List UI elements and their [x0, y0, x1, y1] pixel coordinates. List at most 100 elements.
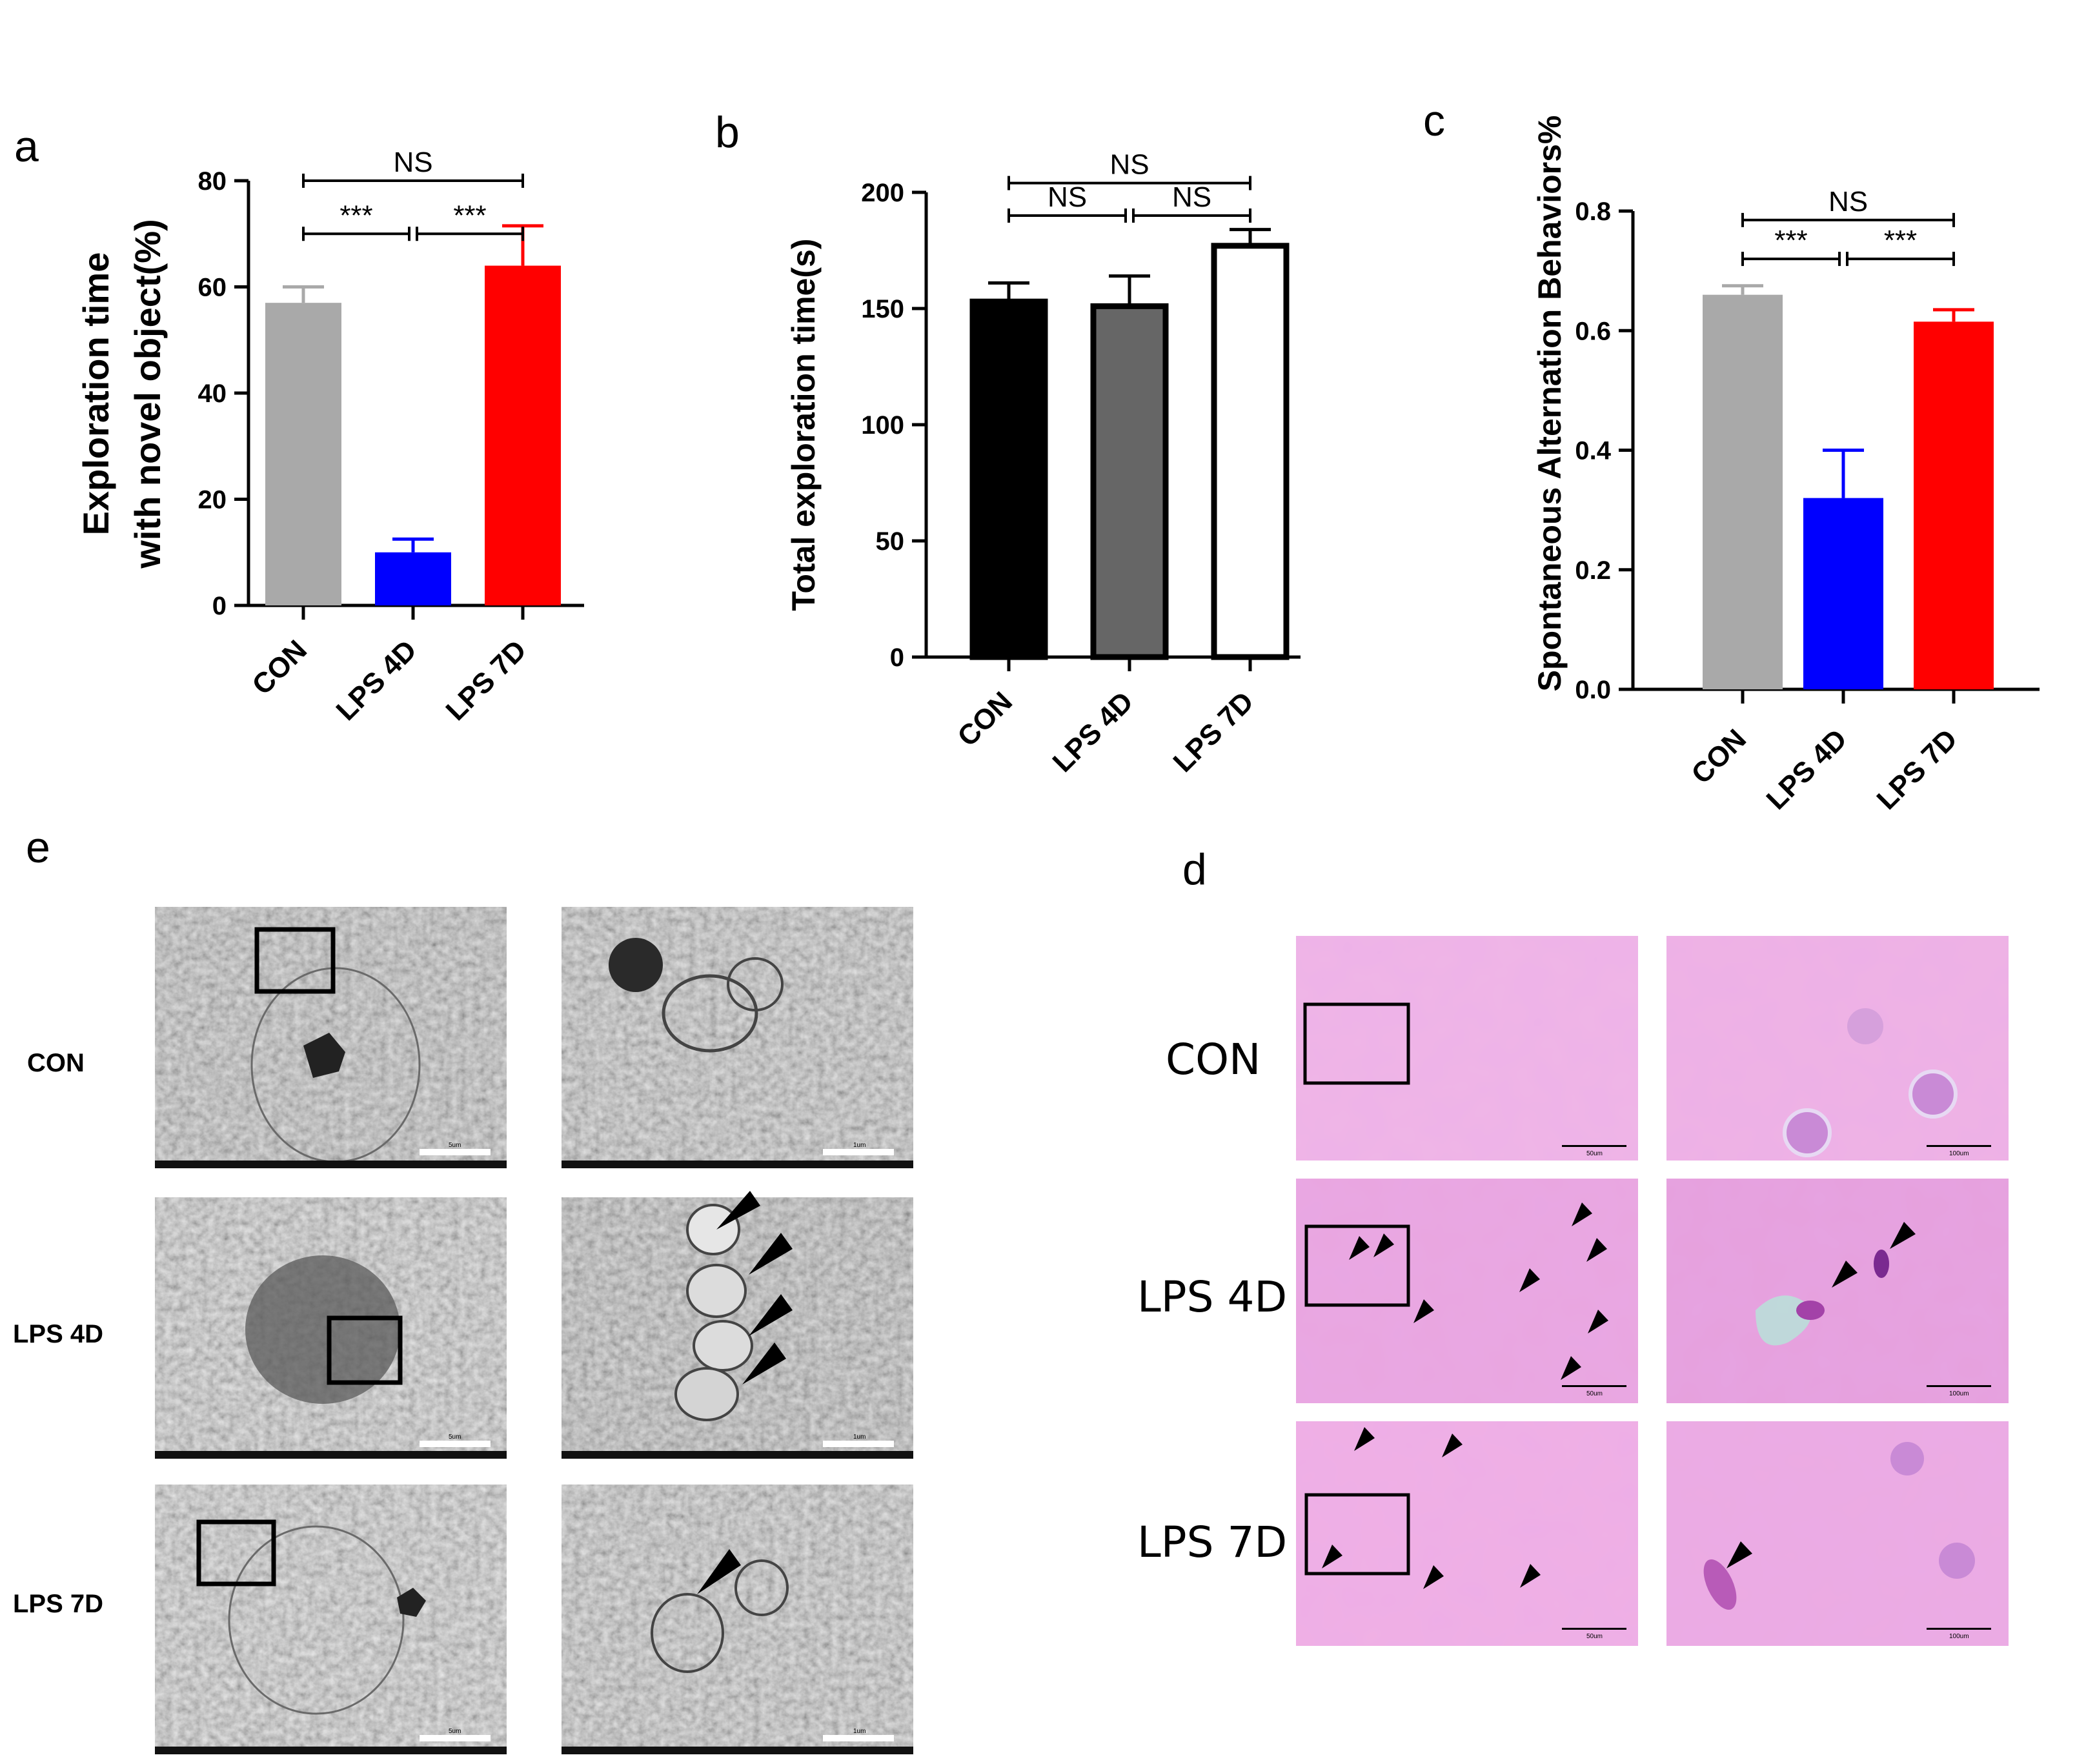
arrowhead-d-lps4d-5 — [1519, 1268, 1540, 1292]
panel-d-row-label-lps4d: LPS 4D — [1137, 1272, 1287, 1322]
category-label-a-2: LPS 7D — [440, 634, 532, 727]
zoom-box-d-lps4d — [1304, 1224, 1410, 1307]
y-tick-label-b-2: 100 — [861, 411, 904, 440]
arrowhead-e-lps7d-1 — [697, 1549, 741, 1594]
panel-d-row-label-con: CON — [1166, 1035, 1261, 1084]
arrowhead-d-lps7d-4 — [1423, 1565, 1444, 1589]
sig-label-b-2: NS — [1109, 149, 1149, 181]
arrowhead-e-lps4d-1 — [716, 1191, 760, 1230]
he-image-con-high: 100um — [1666, 936, 2009, 1161]
tem-scale-con-high: 1um — [853, 1142, 866, 1149]
panel-letter-d: d — [1182, 845, 1207, 894]
tem-scale-con-low: 5um — [449, 1142, 461, 1149]
panel-e-row-label-con: CON — [27, 1049, 85, 1077]
zoom-box-d-lps7d — [1304, 1493, 1410, 1576]
he-scale-con-low: 50um — [1586, 1150, 1603, 1157]
sig-label-c-2: NS — [1828, 186, 1868, 218]
he-scale-lps7d-high: 100um — [1949, 1633, 1969, 1640]
bar-a-0 — [265, 303, 341, 605]
he-scale-lps4d-low: 50um — [1586, 1390, 1603, 1397]
arrowhead-d-lps4d-7 — [1588, 1310, 1608, 1333]
arrowhead-d-lps7d-z1 — [1727, 1541, 1752, 1568]
tem-scale-lps4d-low: 5um — [449, 1434, 461, 1441]
he-image-lps4d-low: 50um — [1296, 1179, 1638, 1403]
y-tick-label-a-2: 40 — [198, 380, 227, 408]
he-image-con-low: 50um — [1296, 936, 1638, 1161]
category-label-b-1: LPS 4D — [1046, 685, 1139, 778]
y-tick-label-b-3: 150 — [861, 295, 904, 323]
y-axis-title-b: Total exploration time(s) — [785, 239, 822, 611]
y-tick-label-a-4: 80 — [198, 167, 227, 196]
y-tick-label-c-1: 0.2 — [1575, 556, 1611, 585]
y-tick-label-c-4: 0.8 — [1575, 198, 1611, 226]
panel-d-he: CON LPS 4D LPS 7D 50um 100um 50um — [1137, 936, 2009, 1646]
tem-scale-lps7d-low: 5um — [449, 1728, 461, 1735]
y-axis-title-c: Spontaneous Alternation Behaviors% — [1532, 116, 1568, 692]
he-image-lps4d-high: 100um — [1666, 1179, 2009, 1403]
bar-b-1 — [1090, 303, 1169, 660]
chart-b: 0 50 100 150 200 Total exploration time(s) CON… — [785, 149, 1301, 778]
panel-letter-b: b — [715, 108, 740, 157]
y-axis-title-a-line2: with novel object(%) — [127, 219, 168, 569]
panel-d-row-label-lps7d: LPS 7D — [1137, 1517, 1287, 1567]
y-tick-label-b-1: 50 — [876, 527, 905, 556]
sig-label-b-1: NS — [1172, 181, 1211, 213]
sig-label-c-0: *** — [1774, 225, 1807, 256]
tem-image-lps7d-low: 5um — [155, 1485, 507, 1754]
panel-e-row-label-lps7d: LPS 7D — [13, 1590, 103, 1618]
arrowhead-d-lps4d-8 — [1561, 1356, 1581, 1380]
y-tick-label-c-2: 0.4 — [1575, 437, 1611, 465]
arrowhead-d-lps4d-3 — [1572, 1202, 1592, 1226]
tem-image-lps4d-high: 1um — [562, 1191, 913, 1459]
y-tick-label-a-1: 20 — [198, 486, 227, 514]
he-image-lps7d-high: 100um — [1666, 1421, 2009, 1646]
bar-c-0 — [1703, 294, 1783, 689]
zoom-box-e-lps7d — [196, 1519, 276, 1587]
arrowhead-d-lps4d-6 — [1413, 1299, 1434, 1323]
arrowhead-d-lps4d-z1 — [1832, 1261, 1858, 1288]
tem-image-lps7d-high: 1um — [562, 1485, 913, 1754]
sig-label-a-0: *** — [339, 199, 372, 231]
category-label-c-0: CON — [1685, 723, 1752, 790]
bar-c-1 — [1803, 498, 1883, 689]
category-label-a-1: LPS 4D — [330, 634, 423, 727]
arrowhead-e-lps4d-4 — [742, 1343, 786, 1384]
bar-a-1 — [375, 552, 451, 605]
category-label-c-1: LPS 4D — [1760, 723, 1853, 816]
arrowhead-d-lps7d-2 — [1442, 1434, 1463, 1457]
category-label-c-2: LPS 7D — [1870, 723, 1963, 816]
bar-a-2 — [485, 265, 561, 606]
y-axis-title-a-line1: Exploration time — [76, 252, 116, 536]
arrowhead-d-lps7d-3 — [1322, 1545, 1342, 1568]
y-tick-label-b-4: 200 — [861, 179, 904, 207]
bar-b-2 — [1211, 243, 1290, 660]
arrowhead-e-lps4d-2 — [749, 1233, 793, 1275]
panel-e-tem: CON LPS 4D LPS 7D 5um 1um — [13, 907, 913, 1754]
panel-letter-c: c — [1423, 96, 1445, 145]
sig-label-a-2: NS — [393, 147, 432, 178]
arrowhead-d-lps7d-1 — [1354, 1427, 1375, 1451]
sig-label-a-1: *** — [453, 199, 486, 231]
tem-scale-lps4d-high: 1um — [853, 1434, 866, 1441]
he-scale-con-high: 100um — [1949, 1150, 1969, 1157]
tem-image-con-high: 1um — [562, 907, 913, 1168]
bar-c-2 — [1914, 321, 1994, 689]
arrowhead-d-lps4d-2 — [1373, 1233, 1394, 1257]
he-scale-lps7d-low: 50um — [1586, 1633, 1603, 1640]
y-tick-label-b-0: 0 — [890, 644, 904, 672]
bar-b-0 — [969, 298, 1048, 660]
zoom-box-d-con — [1303, 1002, 1410, 1085]
y-tick-label-c-0: 0.0 — [1575, 676, 1611, 704]
panel-e-row-label-lps4d: LPS 4D — [13, 1320, 103, 1348]
category-label-b-2: LPS 7D — [1167, 685, 1260, 778]
y-tick-label-c-3: 0.6 — [1575, 317, 1611, 345]
arrowhead-d-lps7d-5 — [1520, 1564, 1541, 1588]
he-scale-lps4d-high: 100um — [1949, 1390, 1969, 1397]
panel-letter-e: e — [26, 823, 50, 872]
y-tick-label-a-0: 0 — [212, 592, 227, 620]
zoom-box-e-lps4d — [327, 1315, 403, 1385]
arrowhead-d-lps4d-z2 — [1890, 1222, 1916, 1249]
tem-image-lps4d-low: 5um — [155, 1197, 507, 1459]
